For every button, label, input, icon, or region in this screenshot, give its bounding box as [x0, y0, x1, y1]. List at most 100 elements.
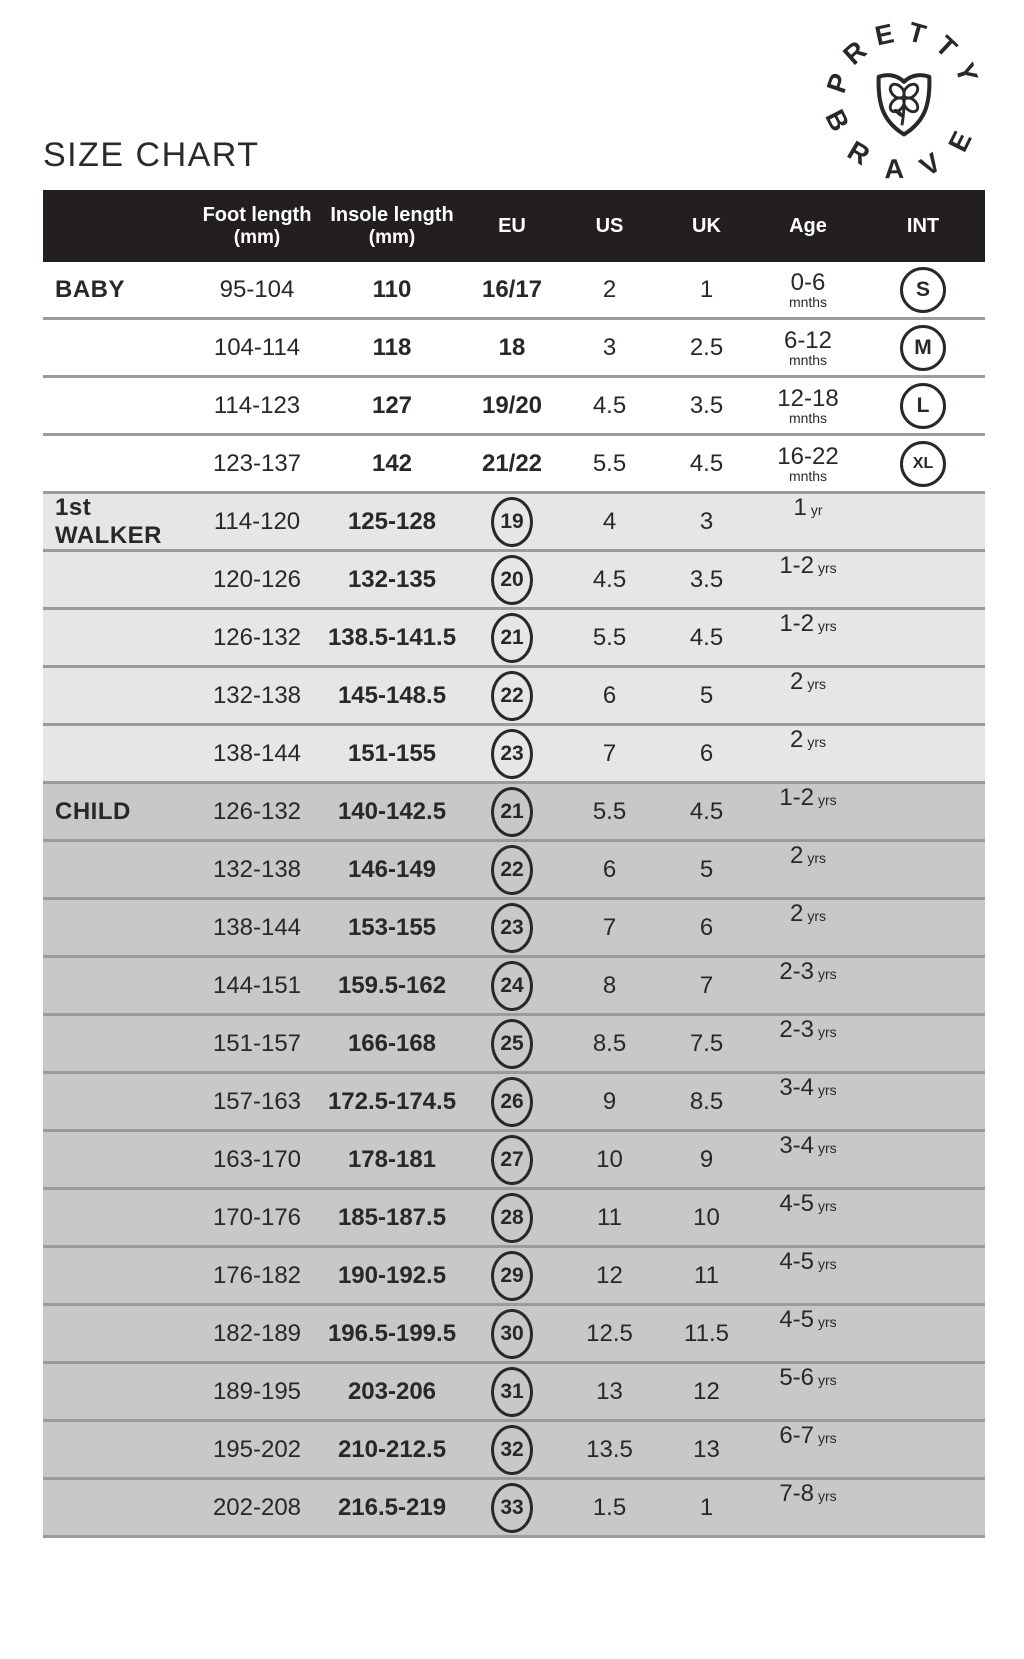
eu-size-circle: 22 — [491, 670, 533, 721]
age-unit: yrs — [818, 1140, 837, 1156]
eu-size-cell: 21/22 — [463, 436, 561, 491]
table-row: 182-189 196.5-199.5 30 12.5 11.5 4-5 yrs — [43, 1306, 985, 1364]
eu-size-circle: 30 — [491, 1308, 533, 1359]
insole-length-value: 145-148.5 — [337, 681, 447, 709]
foot-length-value: 126-132 — [212, 797, 302, 825]
age-unit: yrs — [818, 792, 837, 808]
age-cell: 2-3 yrs — [755, 1016, 861, 1071]
age-unit: mnths — [788, 351, 828, 368]
header-int: INT — [906, 214, 940, 237]
uk-size-value: 11 — [694, 1261, 719, 1289]
int-size-cell: M — [861, 320, 985, 375]
insole-length-value: 125-128 — [347, 508, 437, 535]
uk-size-value: 9 — [699, 1145, 714, 1173]
table-body: BABY 95-104 110 16/17 2 1 0-6 mnths S 104-114 118 1… — [43, 262, 985, 1538]
section-label — [43, 1306, 193, 1361]
svg-text:PRETTY: PRETTY — [820, 15, 988, 97]
us-size-value: 5.5 — [592, 797, 627, 825]
page-title: SIZE CHART — [43, 136, 260, 174]
us-size-value: 7 — [602, 913, 617, 941]
us-size-value: 13 — [596, 1377, 623, 1405]
age-cell: 4-5 yrs — [755, 1190, 861, 1245]
eu-size-circle: 22 — [491, 844, 533, 895]
eu-size-cell: 21 — [463, 610, 561, 665]
us-size-value: 8 — [602, 971, 617, 999]
section-label: 1st WALKER — [55, 494, 162, 549]
table-row: 120-126 132-135 20 4.5 3.5 1-2 yrs — [43, 552, 985, 610]
age-cell: 1-2 yrs — [755, 610, 861, 665]
eu-size-cell: 26 — [463, 1074, 561, 1129]
age-unit: yrs — [807, 908, 827, 924]
size-chart-table: Foot length (mm) Insole length (mm) EU U… — [43, 190, 985, 1538]
eu-size-circle: 23 — [491, 728, 533, 779]
age-unit: mnths — [788, 409, 828, 426]
age-unit: yrs — [818, 1256, 837, 1272]
age-unit: yrs — [818, 560, 837, 576]
foot-length-value: 104-114 — [213, 333, 301, 361]
eu-size-cell: 19 — [463, 494, 561, 550]
age-unit: yrs — [818, 1372, 837, 1388]
int-size-cell: S — [861, 262, 985, 317]
us-size-value: 9 — [602, 1087, 617, 1115]
insole-length-value: 203-206 — [347, 1377, 437, 1405]
table-row: 138-144 151-155 23 7 6 2 yrs — [43, 726, 985, 784]
insole-length-value: 196.5-199.5 — [327, 1319, 457, 1347]
eu-size-circle: 28 — [491, 1192, 533, 1243]
age-cell: 2 yrs — [755, 842, 861, 897]
insole-length-value: 127 — [371, 391, 413, 419]
insole-length-value: 216.5-219 — [337, 1493, 447, 1521]
eu-size-circle: 33 — [491, 1482, 533, 1533]
int-size-cell — [861, 552, 985, 607]
eu-size-circle: 32 — [491, 1424, 533, 1475]
table-row: 170-176 185-187.5 28 11 10 4-5 yrs — [43, 1190, 985, 1248]
age-value: 2 — [789, 726, 804, 753]
section-label — [43, 1190, 193, 1245]
int-size-cell — [861, 1190, 985, 1245]
age-cell: 12-18 mnths — [755, 378, 861, 433]
int-size-cell — [861, 1422, 985, 1477]
foot-length-value: 202-208 — [212, 1493, 302, 1521]
age-unit: yrs — [807, 676, 827, 692]
table-row: 195-202 210-212.5 32 13.5 13 6-7 yrs — [43, 1422, 985, 1480]
us-size-value: 6 — [602, 855, 617, 883]
header-foot-length-label: Foot length — [202, 203, 312, 226]
table-row: 189-195 203-206 31 13 12 5-6 yrs — [43, 1364, 985, 1422]
int-size-cell — [861, 610, 985, 665]
foot-length-value: 151-157 — [212, 1029, 302, 1057]
uk-size-value: 5 — [699, 855, 714, 883]
eu-size-cell: 24 — [463, 958, 561, 1013]
age-cell: 3-4 yrs — [755, 1074, 861, 1129]
eu-size-circle: 29 — [491, 1250, 533, 1301]
logo-arc-top: PRETTY — [820, 15, 977, 97]
foot-length-value: 95-104 — [219, 275, 295, 303]
age-unit: yrs — [818, 966, 837, 982]
uk-size-value: 8.5 — [689, 1087, 724, 1115]
age-value: 2-3 — [779, 958, 814, 985]
section-label — [43, 1248, 193, 1303]
section-label — [43, 726, 193, 781]
brand-logo: PRETTY BRAVE — [818, 12, 990, 188]
age-value: 6-12 — [783, 326, 833, 354]
section-label — [43, 1480, 193, 1535]
insole-length-value: 178-181 — [347, 1145, 437, 1173]
eu-size-circle: 20 — [491, 554, 533, 605]
eu-size-cell: 29 — [463, 1248, 561, 1303]
int-size-cell — [861, 784, 985, 839]
age-value: 3-4 — [779, 1132, 814, 1159]
age-value: 4-5 — [779, 1248, 814, 1275]
section-label — [43, 436, 193, 491]
int-size-cell — [861, 668, 985, 723]
age-value: 6-7 — [779, 1422, 814, 1449]
int-size-circle: L — [900, 382, 946, 429]
age-cell: 0-6 mnths — [755, 262, 861, 317]
foot-length-value: 138-144 — [212, 739, 302, 767]
table-row: 132-138 146-149 22 6 5 2 yrs — [43, 842, 985, 900]
uk-size-value: 3.5 — [689, 565, 724, 593]
header-foot-length-unit: (mm) — [233, 226, 281, 248]
eu-size-cell: 22 — [463, 668, 561, 723]
foot-length-value: 182-189 — [212, 1319, 302, 1347]
uk-size-value: 1 — [699, 1493, 714, 1521]
insole-length-value: 146-149 — [347, 855, 437, 883]
section-label — [43, 842, 193, 897]
int-size-cell — [861, 1248, 985, 1303]
